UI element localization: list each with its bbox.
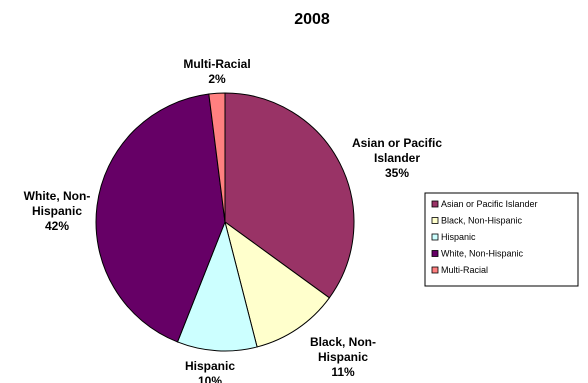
slice-labels: Asian or Pacific Islander 35% Black, Non-Hi… xyxy=(24,57,443,383)
legend-label-asian-or-pacific-islander: Asian or Pacific Islander xyxy=(441,199,538,209)
pie-slice-black-non-hispanic xyxy=(224,220,331,348)
slice-label-hispanic: Hispanic 10% xyxy=(185,359,235,383)
legend-box xyxy=(424,192,579,287)
legend-swatch-hispanic xyxy=(431,233,439,241)
legend-swatch-white-non-hispanic xyxy=(431,250,439,257)
chart-title: 2008 xyxy=(294,11,330,28)
pie-slice-multi-racial xyxy=(208,92,226,223)
slice-label-asian-or-pacific-islander: Asian or Pacific Islander 35% xyxy=(352,136,442,180)
pie-slice-hispanic xyxy=(176,220,258,352)
legend-label-multi-racial: Multi-Racial xyxy=(441,265,488,275)
slice-label-multi-racial: Multi-Racial 2% xyxy=(183,57,250,86)
pie-slice-white-non-hispanic xyxy=(95,93,226,343)
legend-label-black-non-hispanic: Black, Non-Hispanic xyxy=(441,216,523,226)
slice-label-white-non-hispanic: White, Non-Hispanic 42% xyxy=(24,189,91,233)
legend-swatch-black-non-hispanic xyxy=(431,217,439,224)
legend: Asian or Pacific Islander Black, Non-Hisp… xyxy=(424,192,579,287)
legend-label-hispanic: Hispanic xyxy=(441,232,476,242)
pie-slices xyxy=(95,92,355,352)
legend-swatch-asian-or-pacific-islander xyxy=(431,200,439,208)
slice-label-black-non-hispanic: Black, Non-Hispanic 11% xyxy=(310,335,376,379)
legend-label-white-non-hispanic: White, Non-Hispanic xyxy=(441,249,524,259)
legend-swatch-multi-racial xyxy=(431,266,439,274)
pie-slice-asian-or-pacific-islander xyxy=(224,92,355,299)
